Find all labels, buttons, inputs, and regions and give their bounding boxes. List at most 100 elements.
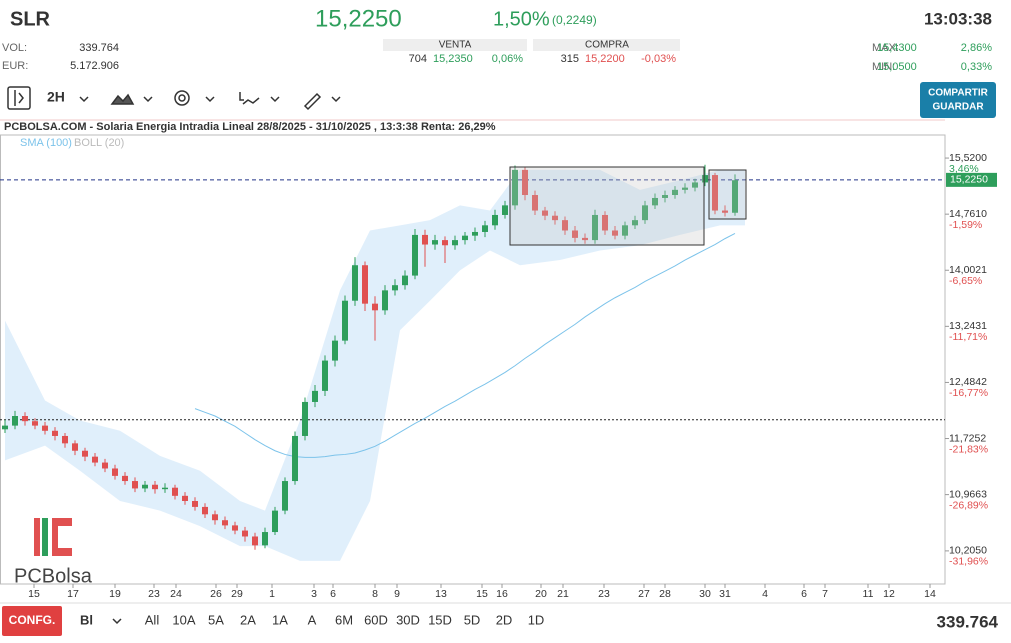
mode[interactable]: Bl (80, 612, 93, 627)
logo-mark (34, 518, 72, 556)
range-button[interactable]: 10A (172, 612, 195, 627)
candle-body (682, 187, 688, 190)
footer-volume: 339.764 (937, 612, 999, 631)
range-button[interactable]: 6M (335, 612, 353, 627)
max: 15,4300 (877, 42, 917, 54)
x-tick-label: 8 (372, 588, 378, 600)
candle-body (202, 506, 208, 515)
candle-body (72, 443, 78, 451)
candle-body (162, 487, 168, 490)
candle-body (532, 195, 538, 211)
candle-body (702, 175, 708, 183)
candle-body (732, 180, 738, 213)
candle-body (332, 340, 338, 361)
x-tick-label: 17 (67, 588, 79, 600)
x-tick-label: 7 (822, 588, 828, 600)
range-button[interactable]: 30D (396, 612, 420, 627)
change-pct: 1,50% (493, 8, 550, 30)
candle-body (192, 500, 198, 507)
interval[interactable]: 2H (47, 89, 65, 105)
last-price-label: 15,2250 (950, 174, 988, 186)
candle-body (392, 285, 398, 291)
candle-body (572, 230, 578, 238)
range-button[interactable]: 1D (528, 612, 545, 627)
last-price-box (946, 172, 997, 187)
panel-toggle[interactable] (7, 86, 31, 110)
candle-body (462, 235, 468, 241)
candle-body (582, 237, 588, 241)
caret (270, 96, 280, 103)
candle-body (322, 360, 328, 391)
range-button[interactable]: 2D (496, 612, 513, 627)
range-button[interactable]: 15D (428, 612, 452, 627)
drawn-box (509, 166, 705, 246)
caret (331, 96, 341, 103)
min-label: MIN: (872, 61, 895, 73)
x-tick-label: 28 (659, 588, 671, 600)
candle-body (432, 240, 438, 245)
x-tick-label: 30 (699, 588, 711, 600)
x-tick-label: 29 (231, 588, 243, 600)
candle-body (212, 514, 218, 521)
x-tick-label: 31 (719, 588, 731, 600)
x-tick-label: 6 (801, 588, 807, 600)
x-tick-label: 14 (924, 588, 936, 600)
change-abs: (0,2249) (552, 13, 597, 27)
candle-body (692, 182, 698, 188)
candle-body (452, 240, 458, 246)
sell-price: 15,2350 (433, 53, 473, 65)
candle-body (522, 169, 528, 196)
save-label: GUARDAR (932, 102, 984, 113)
range-button[interactable]: 60D (364, 612, 388, 627)
caret (205, 96, 215, 103)
range-button[interactable]: A (308, 612, 317, 627)
candle-body (282, 481, 288, 511)
candle-body (372, 303, 378, 311)
draw-icon[interactable] (303, 92, 322, 111)
share-button[interactable] (920, 82, 996, 118)
candle-body (402, 275, 408, 286)
plot-frame (0, 134, 946, 585)
settings-icon[interactable] (174, 90, 190, 106)
candle-body (292, 435, 298, 482)
x-tick-label: 15 (28, 588, 40, 600)
share-label: COMPARTIR (928, 88, 989, 99)
candle-body (102, 462, 108, 469)
indicator-icon[interactable] (239, 92, 260, 105)
candle-body (412, 234, 418, 276)
icon (178, 94, 186, 102)
candle-body (712, 175, 718, 211)
caret[interactable] (112, 618, 122, 625)
range-button[interactable]: All (145, 612, 160, 627)
y-tick-label: 10,9663 (949, 488, 987, 500)
max-pct: 2,86% (961, 42, 992, 54)
x-tick-label: 16 (496, 588, 508, 600)
legend-sma: SMA (100) (20, 137, 72, 149)
range-button[interactable]: 5D (464, 612, 481, 627)
sma-line (194, 233, 736, 458)
candle-body (602, 214, 608, 231)
buy-head-bg (533, 39, 680, 51)
range-button[interactable]: 2A (240, 612, 256, 627)
sell-pct: 0,06% (492, 53, 523, 65)
y-tick-label: 13,2431 (949, 320, 987, 332)
bollinger-band (5, 169, 745, 561)
candle-body (622, 225, 628, 236)
chart-title: PCBOLSA.COM - Solaria Energia Intradia L… (4, 121, 496, 133)
config-button[interactable] (2, 606, 62, 636)
candle-body (552, 215, 558, 221)
y-tick-label: 15,5200 (949, 152, 987, 164)
y-tick-pct: -31,96% (949, 556, 988, 568)
candle-body (672, 189, 678, 196)
candle-body (152, 484, 158, 490)
range-button[interactable]: 1A (272, 612, 288, 627)
range-button[interactable]: 5A (208, 612, 224, 627)
x-tick-label: 12 (883, 588, 895, 600)
candle-body (722, 210, 728, 213)
caret[interactable] (79, 96, 89, 103)
chart-type-icon[interactable] (110, 93, 135, 105)
candle-body (242, 530, 248, 537)
x-tick-label: 6 (330, 588, 336, 600)
y-tick-pct: -11,71% (949, 331, 987, 343)
